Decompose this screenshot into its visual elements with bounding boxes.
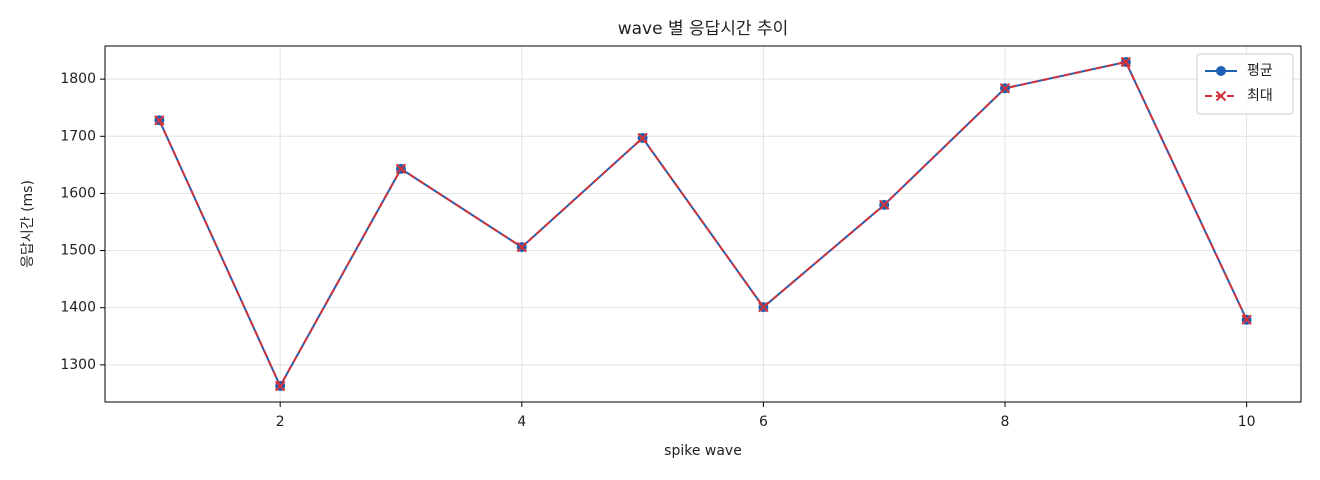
legend-marker [1216,66,1226,76]
marker [274,380,286,392]
y-tick-label: 1700 [60,128,96,144]
marker [154,115,165,126]
chart-title: wave 별 응답시간 추이 [618,19,789,39]
marker [1120,56,1132,68]
marker [637,132,648,144]
y-axis-label: 응답시간 (ms) [20,180,36,268]
marker [879,199,890,211]
marker [999,83,1011,94]
marker [1241,314,1252,325]
marker [516,241,527,253]
x-tick-label: 8 [1001,414,1010,430]
legend-label: 평균 [1247,63,1273,79]
legend-label: 최대 [1247,88,1273,104]
x-tick-label: 4 [517,414,526,430]
x-tick-label: 6 [759,414,768,430]
y-tick-label: 1800 [60,71,96,87]
plot-frame [104,45,1302,403]
x-tick-label: 2 [276,414,285,430]
legend-box [1196,53,1294,115]
y-tick-label: 1400 [60,300,96,316]
y-tick-label: 1600 [60,185,96,201]
marker [758,301,769,313]
marker [395,163,407,175]
x-tick-label: 10 [1238,414,1256,430]
y-tick-label: 1300 [60,357,96,373]
y-tick-label: 1500 [60,243,96,259]
series-line [158,60,1248,389]
legend-marker [1215,90,1227,102]
x-axis-label: spike wave [664,443,742,459]
